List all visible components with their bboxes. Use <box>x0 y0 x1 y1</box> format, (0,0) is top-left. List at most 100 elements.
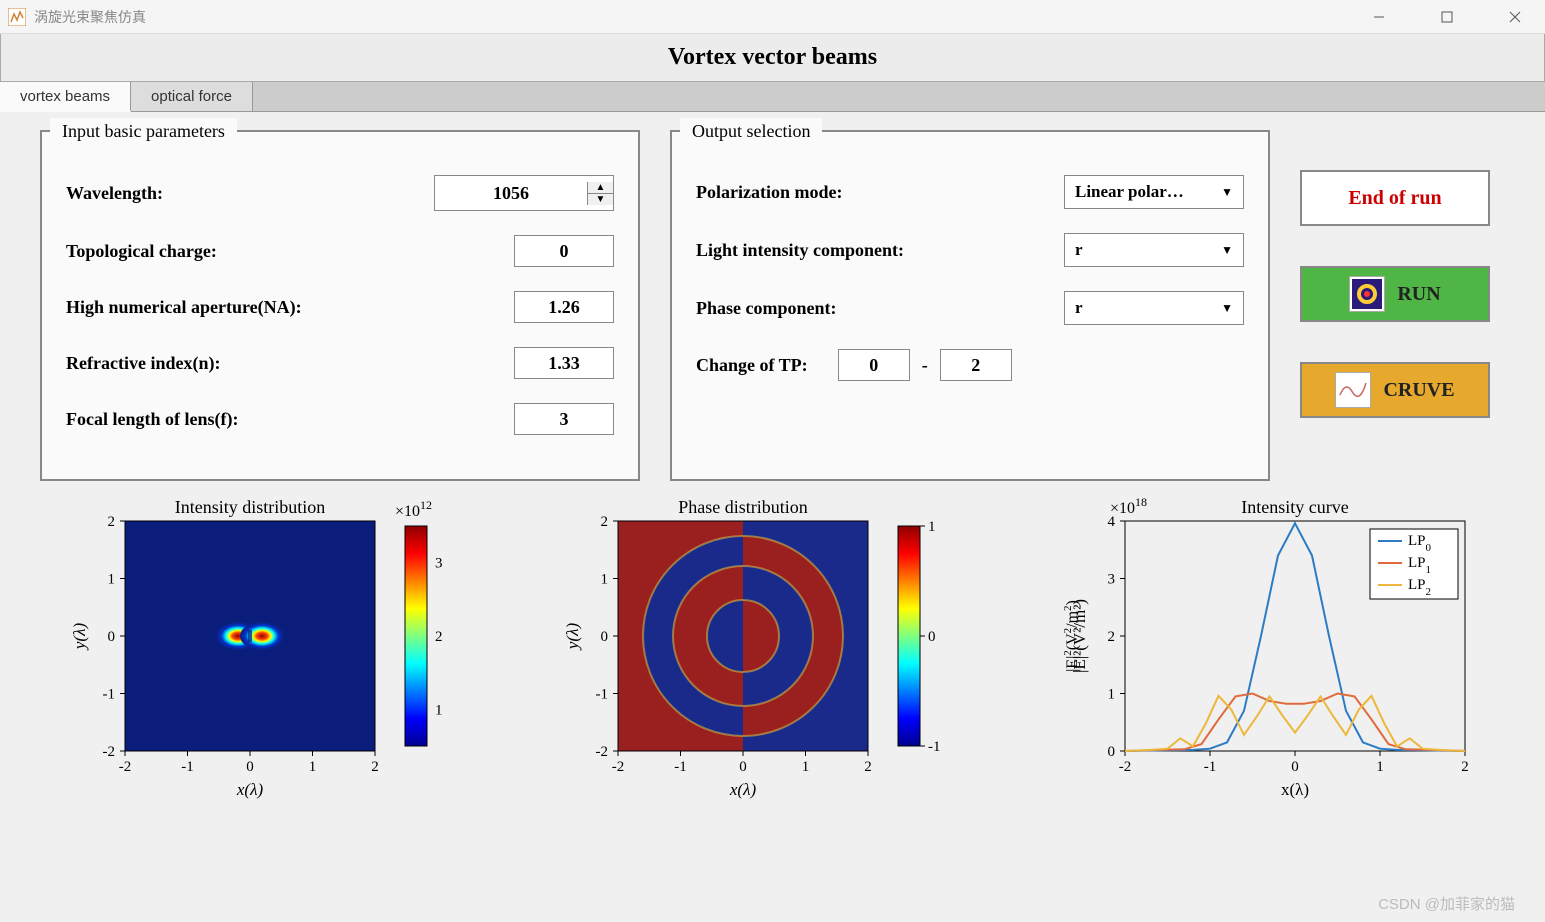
svg-text:1: 1 <box>801 759 809 775</box>
chevron-down-icon: ▼ <box>1221 185 1233 200</box>
dash: - <box>922 355 928 376</box>
run-button[interactable]: RUN <box>1300 266 1490 322</box>
page-title: Vortex vector beams <box>0 34 1545 82</box>
polarization-label: Polarization mode: <box>696 182 1044 203</box>
wavelength-spinner[interactable]: 1056 ▲▼ <box>434 175 614 211</box>
svg-text:0: 0 <box>108 629 116 645</box>
svg-text:Phase distribution: Phase distribution <box>678 497 808 517</box>
topological-charge-input[interactable] <box>514 235 614 267</box>
svg-text:3: 3 <box>435 556 443 572</box>
svg-text:x(λ): x(λ) <box>1281 780 1309 799</box>
svg-text:1: 1 <box>108 572 116 588</box>
minimize-button[interactable] <box>1357 2 1401 32</box>
svg-text:-2: -2 <box>595 744 608 760</box>
svg-text:-1: -1 <box>928 739 941 755</box>
svg-text:y(λ): y(λ) <box>563 623 582 652</box>
curve-label: CRUVE <box>1383 379 1454 402</box>
svg-text:1: 1 <box>600 572 608 588</box>
svg-text:x(λ): x(λ) <box>236 780 264 799</box>
svg-text:-2: -2 <box>1119 759 1132 775</box>
tp-to-input[interactable] <box>940 349 1012 381</box>
intensity-curve-plot: Intensity curve-2-101201234x(λ)|E|²(V²/m… <box>1045 491 1505 811</box>
action-buttons: End of run RUN CRUVE <box>1300 130 1490 481</box>
tabbar: vortex beams optical force <box>0 82 1545 112</box>
watermark: CSDN @加菲家的猫 <box>1378 893 1515 914</box>
svg-text:Intensity distribution: Intensity distribution <box>175 497 326 517</box>
svg-text:x(λ): x(λ) <box>728 780 756 799</box>
svg-text:2: 2 <box>864 759 872 775</box>
close-button[interactable] <box>1493 2 1537 32</box>
panel-legend: Output selection <box>680 118 822 145</box>
svg-text:2: 2 <box>1461 759 1469 775</box>
maximize-button[interactable] <box>1425 2 1469 32</box>
svg-text:0: 0 <box>739 759 747 775</box>
tp-label: Change of TP: <box>696 355 808 376</box>
phase-component-dropdown[interactable]: r▼ <box>1064 291 1244 325</box>
end-label: End of run <box>1348 187 1441 210</box>
svg-text:-1: -1 <box>674 759 687 775</box>
svg-text:2: 2 <box>108 514 116 530</box>
svg-text:3: 3 <box>1108 572 1116 588</box>
output-selection-panel: Output selection Polarization mode: Line… <box>670 130 1270 481</box>
svg-text:Intensity curve: Intensity curve <box>1241 497 1348 517</box>
svg-text:2: 2 <box>600 514 608 530</box>
svg-text:-1: -1 <box>1204 759 1217 775</box>
polarization-value: Linear polar… <box>1075 182 1184 202</box>
titlebar: 涡旋光束聚焦仿真 <box>0 0 1545 34</box>
phase-distribution-plot: Phase distribution -2 -1 0 1 2 -2 -1 0 1 2 x(λ) y(λ)… <box>543 491 983 811</box>
refractive-index-label: Refractive index(n): <box>66 353 494 374</box>
svg-text:×1018: ×1018 <box>1110 495 1147 517</box>
svg-text:0: 0 <box>246 759 254 775</box>
svg-text:-2: -2 <box>119 759 132 775</box>
curve-button[interactable]: CRUVE <box>1300 362 1490 418</box>
svg-text:-2: -2 <box>103 744 116 760</box>
svg-text:-1: -1 <box>181 759 194 775</box>
input-parameters-panel: Input basic parameters Wavelength: 1056 … <box>40 130 640 481</box>
svg-text:-1: -1 <box>595 687 608 703</box>
svg-text:0: 0 <box>1291 759 1299 775</box>
topological-charge-label: Topological charge: <box>66 241 494 262</box>
svg-text:0: 0 <box>1108 744 1116 760</box>
wavelength-label: Wavelength: <box>66 183 414 204</box>
tab-optical-force[interactable]: optical force <box>131 82 253 111</box>
intensity-component-dropdown[interactable]: r▼ <box>1064 233 1244 267</box>
svg-text:y(λ): y(λ) <box>70 623 89 652</box>
chevron-down-icon: ▼ <box>1221 301 1233 316</box>
app-icon <box>8 8 26 26</box>
svg-text:1: 1 <box>1376 759 1384 775</box>
svg-text:-2: -2 <box>611 759 624 775</box>
na-label: High numerical aperture(NA): <box>66 297 494 318</box>
svg-text:0: 0 <box>928 629 936 645</box>
intensity-component-value: r <box>1075 240 1083 260</box>
wavelength-value: 1056 <box>435 183 587 204</box>
refractive-index-input[interactable] <box>514 347 614 379</box>
polarization-dropdown[interactable]: Linear polar… ▼ <box>1064 175 1244 209</box>
svg-text:1: 1 <box>435 702 443 718</box>
svg-text:2: 2 <box>1108 629 1116 645</box>
svg-text:1: 1 <box>1108 687 1116 703</box>
panel-legend: Input basic parameters <box>50 118 237 145</box>
end-of-run-button[interactable]: End of run <box>1300 170 1490 226</box>
tab-vortex-beams[interactable]: vortex beams <box>0 82 131 112</box>
curve-icon <box>1335 372 1371 408</box>
svg-text:×1012: ×1012 <box>395 498 432 520</box>
spinner-down-icon[interactable]: ▼ <box>588 194 613 205</box>
run-label: RUN <box>1397 283 1440 306</box>
phase-component-value: r <box>1075 298 1083 318</box>
svg-text:1: 1 <box>309 759 317 775</box>
tp-from-input[interactable] <box>838 349 910 381</box>
intensity-component-label: Light intensity component: <box>696 240 1044 261</box>
spinner-up-icon[interactable]: ▲ <box>588 182 613 194</box>
svg-text:2: 2 <box>435 629 443 645</box>
na-input[interactable] <box>514 291 614 323</box>
svg-text:1: 1 <box>928 519 936 535</box>
focal-length-input[interactable] <box>514 403 614 435</box>
svg-text:0: 0 <box>600 629 608 645</box>
svg-text:2: 2 <box>371 759 379 775</box>
intensity-distribution-plot: Intensity distribution -2 -1 0 1 2 -2 -1 0 1 2 x(λ)… <box>40 491 480 811</box>
run-icon <box>1349 276 1385 312</box>
svg-text:-1: -1 <box>103 687 116 703</box>
chevron-down-icon: ▼ <box>1221 243 1233 258</box>
focal-length-label: Focal length of lens(f): <box>66 409 494 430</box>
window-title: 涡旋光束聚焦仿真 <box>34 7 1357 27</box>
